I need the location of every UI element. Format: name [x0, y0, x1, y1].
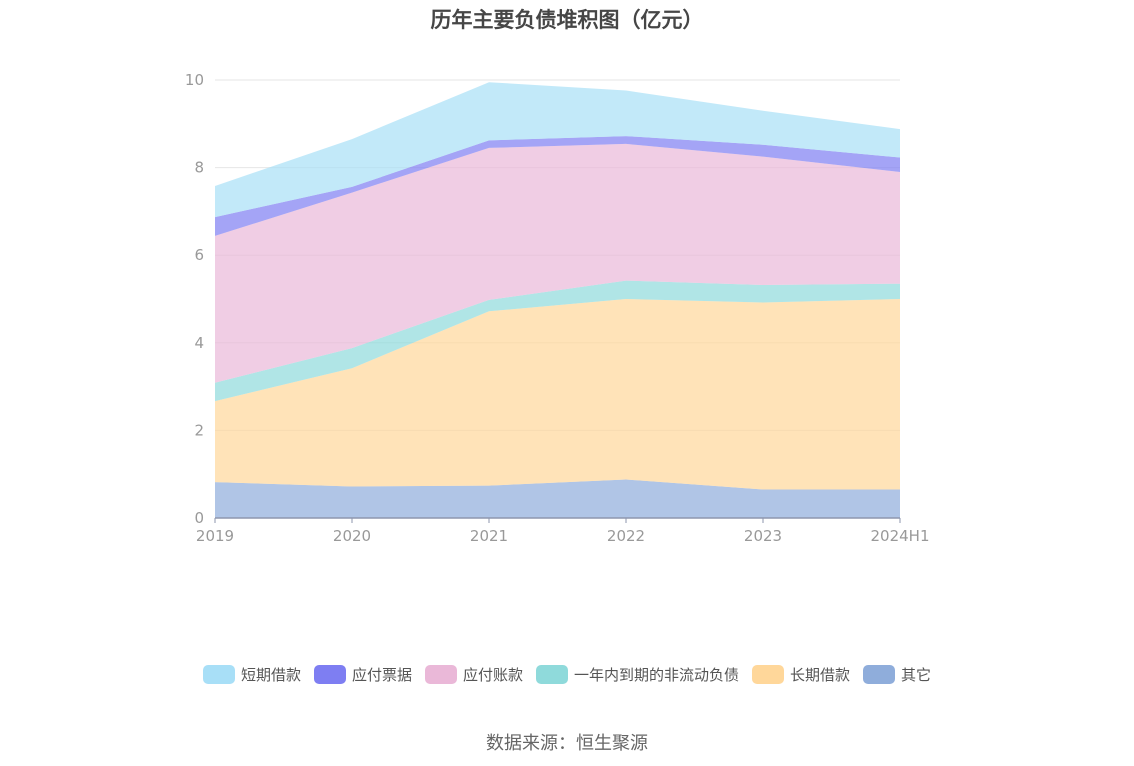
x-tick-label: 2019	[196, 527, 234, 545]
legend-label: 短期借款	[240, 666, 301, 684]
y-tick-label: 4	[194, 334, 204, 352]
legend-label: 其它	[901, 666, 932, 684]
legend-label: 一年内到期的非流动负债	[574, 666, 740, 684]
legend-swatch	[863, 665, 896, 684]
area-series-2	[215, 280, 900, 402]
legend-swatch	[752, 665, 785, 684]
y-tick-label: 8	[194, 159, 204, 177]
legend-label: 长期借款	[790, 666, 851, 684]
x-tick-label: 2023	[744, 527, 782, 545]
legend-item-notes-payable[interactable]: 应付票据	[313, 664, 412, 685]
x-tick-label: 2020	[333, 527, 371, 545]
area-series-1	[215, 299, 900, 490]
stacked-area-chart: 0 2 4 6 8 10 2019 2020 2021 2022 2023 2024H1	[185, 71, 930, 545]
legend-label: 应付票据	[351, 666, 412, 684]
area-series-5	[215, 82, 900, 218]
x-tick-label: 2024H1	[871, 527, 930, 545]
legend-swatch	[424, 665, 457, 684]
y-tick-label: 10	[185, 71, 204, 89]
x-tick-label: 2021	[470, 527, 508, 545]
legend-swatch	[536, 665, 568, 684]
legend-item-long-term-loans[interactable]: 长期借款	[752, 664, 850, 685]
y-tick-label: 2	[194, 421, 204, 439]
legend-item-current-portion-noncurrent-liabilities[interactable]: 一年内到期的非流动负债	[536, 664, 739, 685]
legend-swatch	[202, 665, 235, 684]
legend-item-short-term-loans[interactable]: 短期借款	[202, 664, 301, 685]
legend-label: 应付账款	[462, 666, 523, 684]
data-source: 数据来源：恒生聚源	[486, 733, 648, 754]
area-series-3	[215, 143, 900, 383]
area-series-0	[215, 479, 900, 518]
chart-title: 历年主要负债堆积图（亿元）	[430, 8, 704, 32]
y-tick-label: 6	[194, 246, 204, 264]
legend-item-accounts-payable[interactable]: 应付账款	[424, 664, 523, 685]
x-tick-label: 2022	[607, 527, 645, 545]
y-tick-label: 0	[194, 509, 204, 527]
legend-swatch	[313, 665, 346, 684]
legend-item-other[interactable]: 其它	[863, 664, 931, 685]
chart-legend: 短期借款 应付票据 应付账款 一年内到期的非流动负债 长期借款 其它	[0, 664, 1134, 685]
